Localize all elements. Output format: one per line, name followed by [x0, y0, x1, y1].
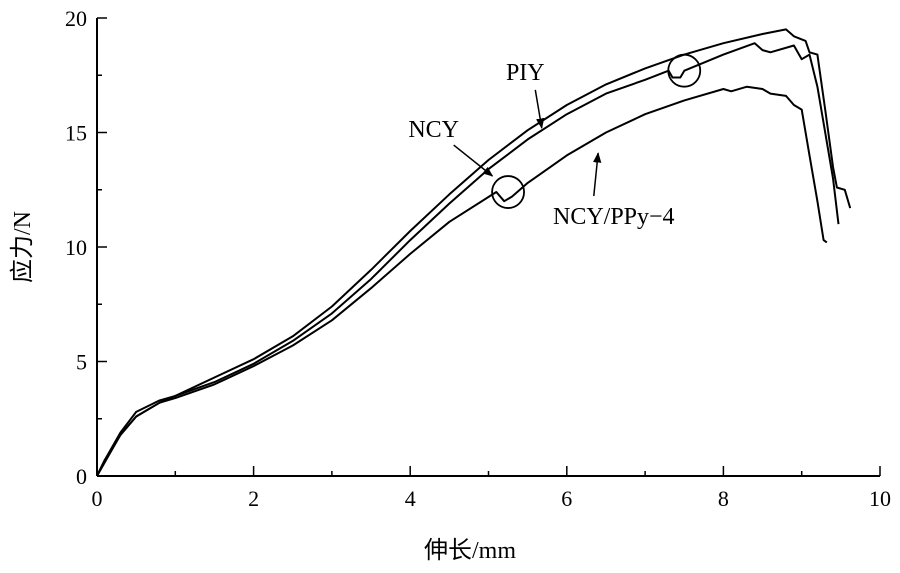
- x-tick-label: 2: [248, 486, 259, 511]
- y-tick-label: 20: [65, 6, 87, 31]
- annotation-label: NCY/PPy−4: [553, 204, 675, 230]
- x-axis-label: 伸长/mm: [424, 537, 516, 564]
- y-tick-label: 10: [65, 235, 87, 260]
- annotation-label: PIY: [506, 60, 545, 86]
- highlight-circle: [667, 53, 702, 88]
- x-tick-label: 4: [405, 486, 416, 511]
- series-lines: [96, 28, 852, 477]
- x-tick-label: 0: [92, 486, 103, 511]
- y-tick-label: 5: [76, 350, 87, 375]
- annotation-label: NCY: [408, 117, 459, 143]
- highlight-circle: [491, 175, 525, 209]
- y-axis-label: 应力/N: [9, 211, 36, 283]
- series-line-piy: [96, 28, 852, 477]
- x-tick-label: 8: [718, 486, 729, 511]
- annotation-arrow: [534, 89, 545, 129]
- y-tick-label: 0: [76, 464, 87, 489]
- x-tick-label: 6: [561, 486, 572, 511]
- annotations: PIY NCY NCY/PPy−4: [408, 53, 702, 230]
- y-tick-label: 15: [65, 121, 87, 146]
- series-line-ncy-ppy-4: [96, 85, 828, 477]
- axes: 0 2 4 6 8 10 0 5 10 15 20: [65, 6, 891, 511]
- x-tick-label: 10: [869, 486, 891, 511]
- series-line-ncy: [96, 42, 840, 477]
- annotation-arrow: [453, 144, 494, 177]
- annotation-arrow: [592, 152, 602, 197]
